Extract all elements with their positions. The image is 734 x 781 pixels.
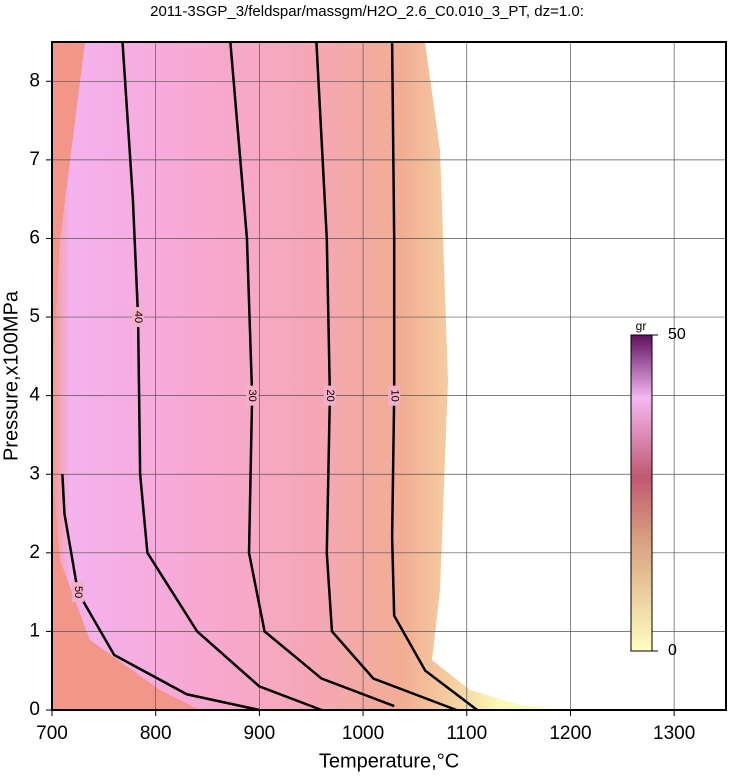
x-tick-label: 700 bbox=[36, 723, 68, 744]
x-tick-label: 1200 bbox=[549, 723, 591, 744]
contour-line bbox=[121, 41, 323, 712]
colorbar-tick-label: 50 bbox=[668, 326, 686, 343]
x-axis-label: Temperature,°C bbox=[319, 750, 459, 772]
contour-line bbox=[390, 41, 478, 711]
y-tick-label: 3 bbox=[29, 463, 40, 484]
colorbar-label: gr bbox=[636, 319, 647, 333]
colorbar bbox=[630, 334, 653, 652]
contour-label-bg bbox=[388, 385, 401, 406]
y-tick-label: 4 bbox=[29, 385, 40, 406]
y-tick-label: 6 bbox=[29, 227, 40, 248]
contour-label-bg bbox=[132, 307, 145, 328]
contour-label: 30 bbox=[246, 390, 258, 402]
plot-frame bbox=[51, 41, 727, 711]
contour-line bbox=[315, 41, 457, 712]
x-tick-label: 1300 bbox=[653, 723, 695, 744]
y-tick-label: 2 bbox=[29, 542, 40, 563]
y-tick-label: 0 bbox=[29, 699, 40, 720]
x-tick-label: 1100 bbox=[446, 723, 487, 744]
contour-label: 20 bbox=[324, 390, 336, 402]
contour-label: 40 bbox=[132, 311, 144, 323]
y-axis-label: Pressure,x100MPa bbox=[0, 290, 22, 461]
contour-line bbox=[229, 41, 395, 708]
y-tick-label: 1 bbox=[29, 620, 40, 641]
contour-label-bg bbox=[71, 582, 84, 603]
x-tick-label: 900 bbox=[244, 723, 276, 744]
contour-label-bg bbox=[323, 385, 336, 406]
subsolidus-field bbox=[52, 42, 200, 710]
contour-label-bg bbox=[246, 385, 259, 406]
y-tick-label: 5 bbox=[29, 306, 40, 327]
x-tick-label: 1000 bbox=[342, 723, 384, 744]
chart-title: 2011-3SGP_3/feldspar/massgm/H2O_2.6_C0.0… bbox=[150, 3, 584, 20]
y-tick-label: 8 bbox=[29, 70, 40, 91]
contour-label: 50 bbox=[72, 586, 84, 598]
contour-label: 10 bbox=[388, 390, 400, 402]
contours: 10 20 30 40 50 bbox=[61, 41, 478, 712]
contour-line bbox=[61, 474, 260, 712]
colorbar-tick-label: 0 bbox=[668, 642, 677, 659]
melt-field bbox=[52, 42, 560, 710]
x-tick-label: 800 bbox=[140, 723, 172, 744]
y-tick-label: 7 bbox=[29, 149, 40, 170]
